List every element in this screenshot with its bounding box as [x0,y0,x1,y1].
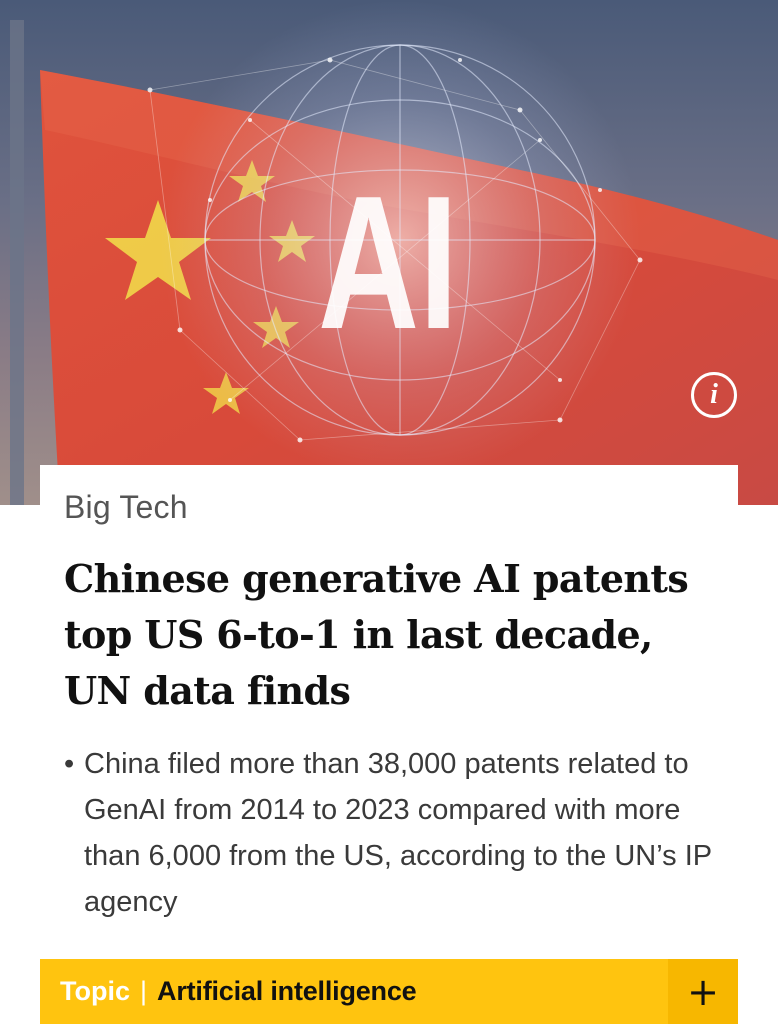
article-summary: • China filed more than 38,000 patents r… [64,741,714,925]
hero-image: AI i [0,0,778,505]
article-headline[interactable]: Chinese generative AI patents top US 6-t… [64,556,689,713]
topic-label: Topic [60,976,130,1006]
plus-icon: + [687,969,719,1014]
hero-ai-text: AI [318,157,458,369]
info-icon[interactable]: i [691,372,737,418]
china-flag-ai-globe-image: AI [10,0,778,505]
section-label[interactable]: Big Tech [64,489,188,525]
follow-topic-button[interactable]: + [668,959,738,1024]
summary-text: China filed more than 38,000 patents rel… [84,748,712,918]
info-icon-glyph: i [710,379,718,410]
summary-item: • China filed more than 38,000 patents r… [64,741,714,925]
topic-name[interactable]: Artificial intelligence [157,976,417,1006]
article-card: Big Tech Chinese generative AI patents t… [40,465,738,1024]
topic-bar[interactable]: Topic | Artificial intelligence + [40,959,738,1024]
bullet-icon: • [64,748,75,780]
topic-separator: | [140,976,148,1006]
